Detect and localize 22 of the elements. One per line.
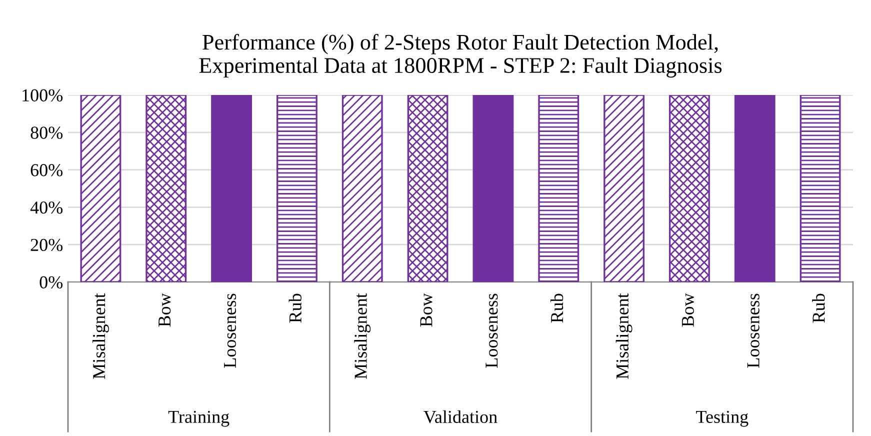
y-tick-label: 80% <box>30 126 63 139</box>
x-tick-label: Rub <box>812 294 825 323</box>
x-tick-label: Looseness <box>747 294 760 368</box>
x-tick-label: Bow <box>420 293 432 327</box>
y-tick-label: 100% <box>22 89 63 102</box>
chart-title: Performance (%) of 2-Steps Rotor Fault Detection Model, Experimental Data at 1800RPM - STEP 2: Fault Diagnosis <box>199 34 722 78</box>
y-tick-label: 20% <box>30 238 63 252</box>
x-tick-label: Misalignent <box>354 293 371 379</box>
x-tick-label: Misalignent <box>616 293 632 379</box>
text: Validation <box>424 410 498 424</box>
x-tick-label: Bow <box>158 293 171 327</box>
text: Training <box>168 410 230 427</box>
x-tick-label: Rub <box>288 294 302 323</box>
x-tick-label: Looseness <box>224 294 236 368</box>
x-tick-label: Rub <box>550 294 564 323</box>
y-tick-label: 40% <box>30 201 63 214</box>
y-tick-label: 60% <box>30 164 63 176</box>
x-tick-label: Looseness <box>486 294 498 368</box>
text: Testing <box>696 410 748 427</box>
x-tick-label: Bow <box>682 293 694 327</box>
x-tick-label: Misalignent <box>92 293 109 379</box>
y-tick-label: 0% <box>40 276 63 288</box>
